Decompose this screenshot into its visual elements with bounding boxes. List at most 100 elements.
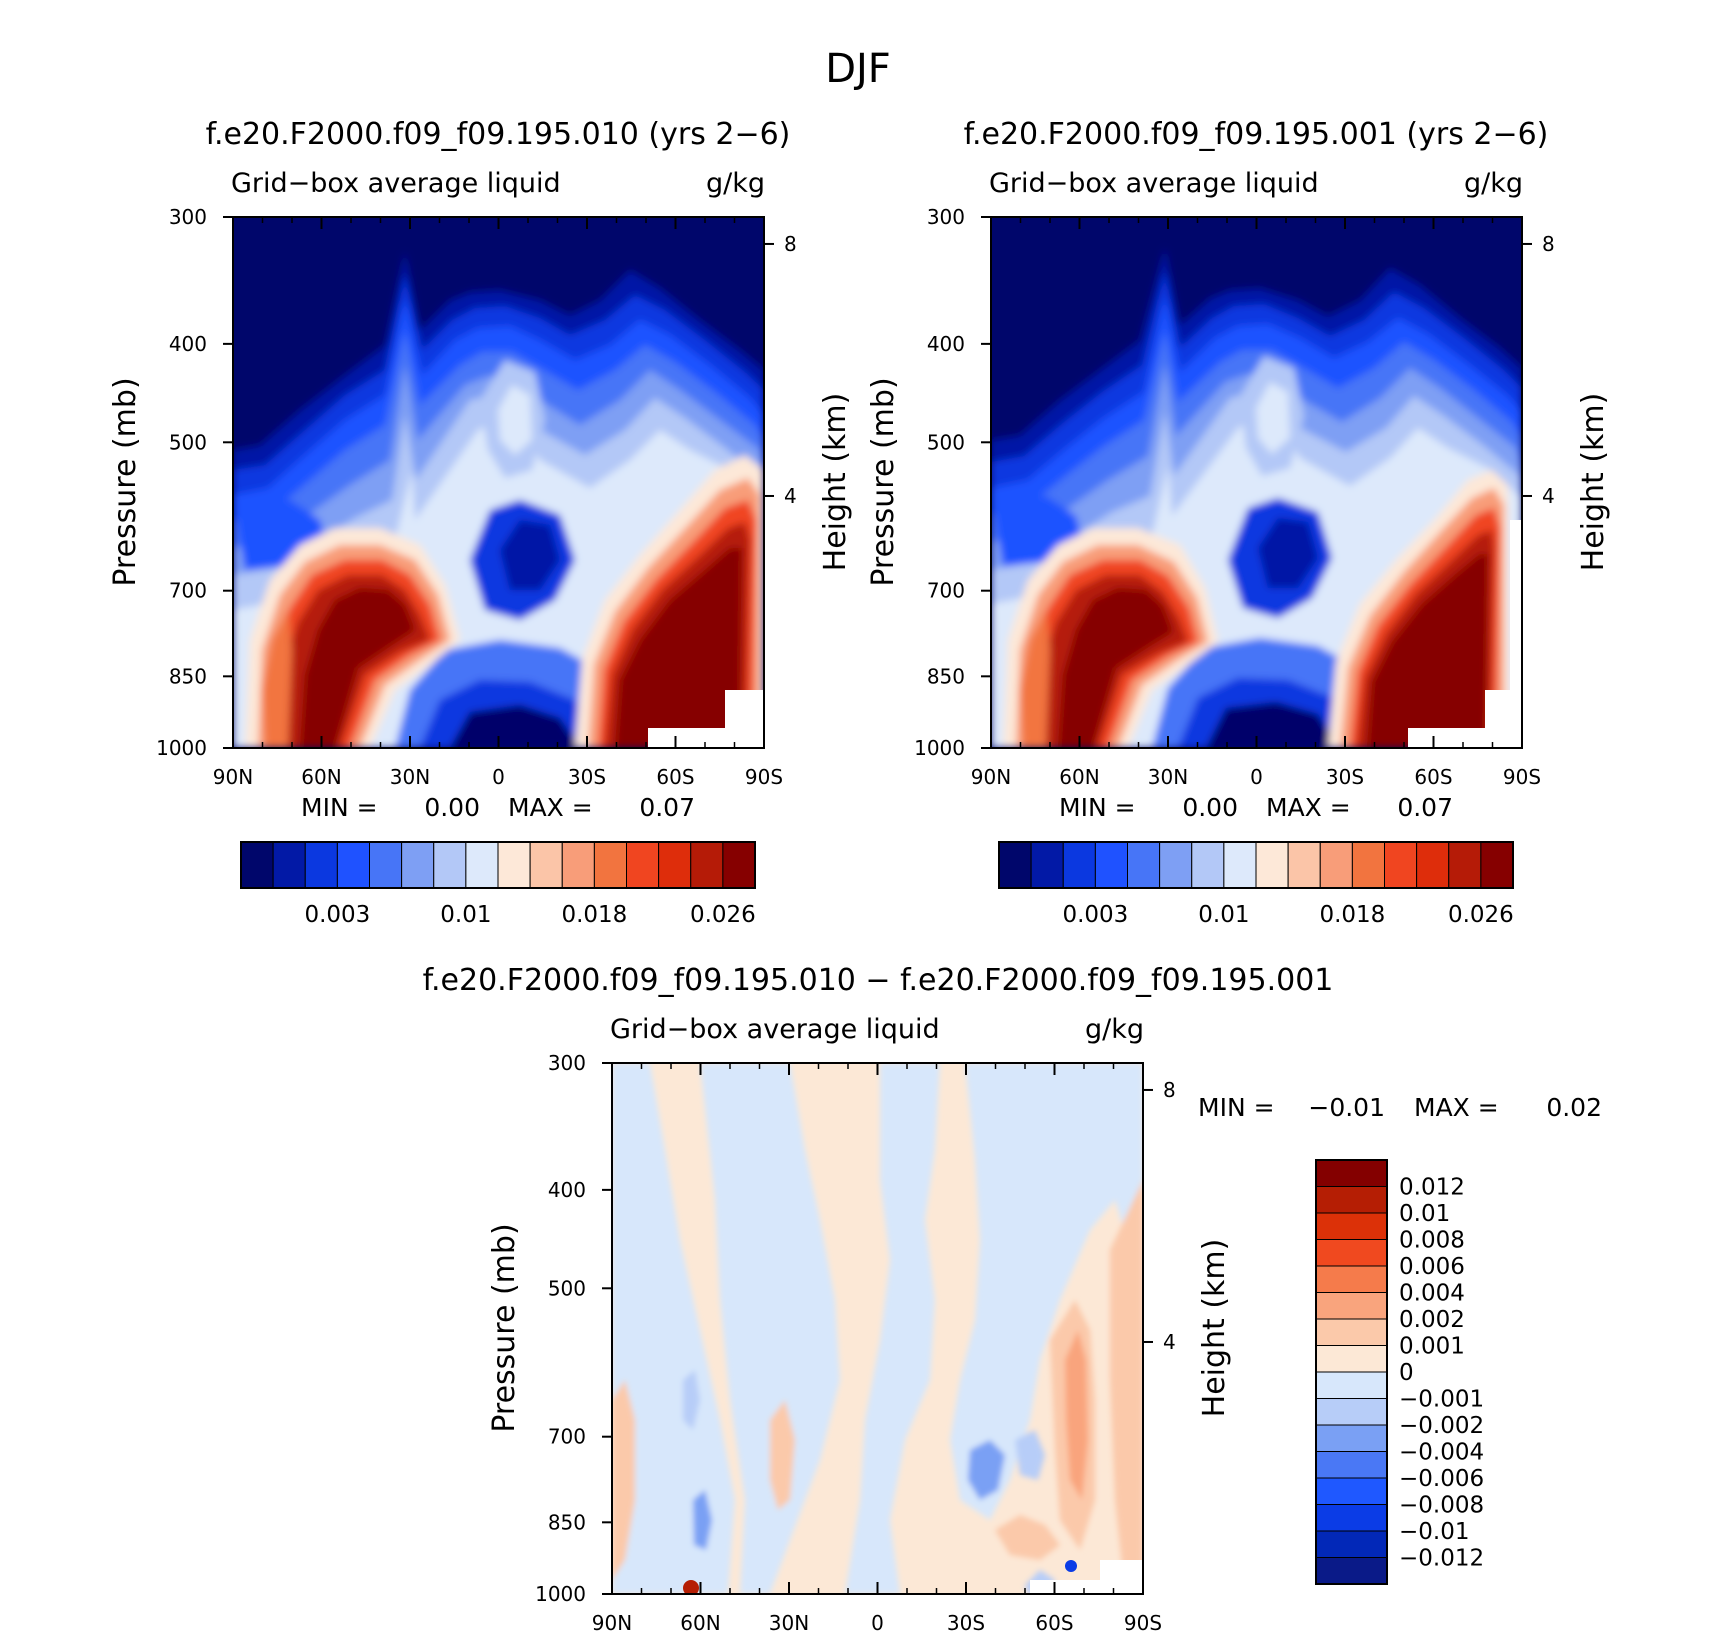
panel-difference: f.e20.F2000.f09_f09.195.010 − f.e20.F200… (423, 963, 1602, 1635)
contour-field (991, 217, 1522, 748)
neg-strip-sh (950, 1063, 1143, 1520)
y-axis-label: Pressure (mb) (108, 377, 143, 586)
colorbar-swatch (1315, 1477, 1388, 1505)
colorbar-label: 0.004 (1399, 1281, 1465, 1307)
neg-sh-mid-2 (1015, 1430, 1045, 1480)
neg-nh-45 (683, 1370, 700, 1430)
colorbar-swatch (1062, 841, 1096, 889)
colorbar-frame (998, 841, 1514, 889)
x-tick-label: 60N (1059, 765, 1099, 789)
y-tick-label: 300 (927, 205, 965, 229)
y-tick-label: 700 (169, 579, 207, 603)
stat-min-value: 0.00 (424, 793, 480, 822)
colorbar-label: −0.012 (1399, 1546, 1484, 1572)
colorbar-swatch (1315, 1371, 1388, 1399)
neg-strip-nh (612, 1063, 735, 1594)
colorbar-swatch (1287, 841, 1321, 889)
pos-nh-low (612, 1380, 635, 1580)
panel-subtitle-units: g/kg (1085, 1014, 1144, 1045)
colorbar-swatch (1315, 1424, 1388, 1452)
y-tick-label: 400 (927, 332, 965, 356)
colorbar-swatch (240, 841, 274, 889)
x-tick-label: 0 (492, 765, 505, 789)
colorbar-label: 0.01 (1399, 1201, 1450, 1227)
y-tick-label: 850 (169, 664, 207, 688)
blue-intrusion-equator-core (500, 520, 560, 590)
colorbar-swatch (1315, 1159, 1388, 1187)
y-tick-label: 300 (548, 1051, 586, 1075)
colorbar-swatch (1094, 841, 1128, 889)
y-tick-label: 500 (169, 430, 207, 454)
x-tick-label: 30N (1148, 765, 1188, 789)
colorbar-label: −0.002 (1399, 1413, 1484, 1439)
missing-data-region (1030, 1580, 1100, 1594)
missing-data-region (725, 690, 764, 748)
panel-run010: f.e20.F2000.f09_f09.195.010 (yrs 2−6) Gr… (108, 117, 853, 928)
colorbar-swatch (1351, 841, 1385, 889)
colorbar-swatch (1315, 1212, 1388, 1240)
x-tick-label: 90S (1124, 1611, 1162, 1635)
y-tick-label: 1000 (535, 1582, 586, 1606)
nh-warm-west (262, 610, 292, 748)
colorbar-swatch (722, 841, 756, 889)
missing-data-region (1408, 728, 1488, 748)
colorbar-swatch (1315, 1292, 1388, 1320)
colorbar-label: −0.006 (1399, 1466, 1484, 1492)
colorbar-swatch (1315, 1318, 1388, 1346)
panel-run001: f.e20.F2000.f09_f09.195.001 (yrs 2−6) Gr… (866, 117, 1611, 928)
x-tick-label: 30N (769, 1611, 809, 1635)
colorbar-frame (240, 841, 756, 889)
colorbar: 0.0120.010.0080.0060.0040.0020.0010−0.00… (1315, 1159, 1484, 1585)
stat-max-value: 0.02 (1546, 1093, 1602, 1122)
panel-title: f.e20.F2000.f09_f09.195.001 (yrs 2−6) (964, 117, 1549, 152)
y-axis-label-right: Height (km) (1197, 1239, 1232, 1418)
missing-data-region (648, 728, 728, 748)
x-tick-label: 60S (656, 765, 694, 789)
x-tick-label: 60N (680, 1611, 720, 1635)
colorbar-label: 0.026 (690, 902, 756, 928)
colorbar-label: 0.003 (304, 902, 370, 928)
colorbar: 0.003 0.01 0.018 0.026 (998, 841, 1514, 928)
stat-min-label: MIN = (1198, 1093, 1275, 1122)
pos-surface-sh (995, 1515, 1060, 1560)
panel-title: f.e20.F2000.f09_f09.195.010 − f.e20.F200… (423, 963, 1334, 998)
y-axis-label: Pressure (mb) (487, 1223, 522, 1432)
colorbar-swatch (1255, 841, 1289, 889)
missing-data-region (1100, 1560, 1143, 1594)
colorbar-swatch (626, 841, 660, 889)
hotspot-60n (683, 1580, 699, 1594)
colorbar-label: −0.001 (1399, 1387, 1484, 1413)
x-tick-label: 90N (971, 765, 1011, 789)
missing-data-region (1510, 520, 1522, 748)
colorbar-swatch (998, 841, 1032, 889)
colorbar-label: 0.002 (1399, 1307, 1465, 1333)
colorbar-swatch (1315, 1239, 1388, 1267)
colorbar-frame (1315, 1159, 1388, 1585)
stat-max-value: 0.07 (1397, 793, 1453, 822)
x-tick-label: 90S (1503, 765, 1541, 789)
colorbar-label: −0.01 (1399, 1519, 1469, 1545)
colorbar-label: 0.003 (1062, 902, 1128, 928)
colorbar-swatch (1127, 841, 1161, 889)
axes: 90N 60N 30N 0 30S 60S 90S 300 400 500 700 850 1000 8 4 (535, 1051, 1176, 1635)
colorbar-swatch (1315, 1451, 1388, 1479)
stat-min-label: MIN = (1059, 793, 1136, 822)
colorbar-label: 0.001 (1399, 1334, 1465, 1360)
y-axis-label: Pressure (mb) (866, 377, 901, 586)
pos-sh-edge (1110, 1180, 1143, 1594)
sh-warm-core (615, 548, 742, 748)
neg-sh-mid (968, 1440, 1005, 1500)
x-tick-label: 30S (1326, 765, 1364, 789)
stat-min-value: 0.00 (1182, 793, 1238, 822)
colorbar-swatch (465, 841, 499, 889)
y-tick-label: 1000 (914, 736, 965, 760)
colorbar-label: −0.008 (1399, 1493, 1484, 1519)
stat-max-label: MAX = (1266, 793, 1351, 822)
colorbar-swatch (1315, 1345, 1388, 1373)
colorbar-swatch (658, 841, 692, 889)
colorbar-swatch (336, 841, 370, 889)
y-tick-label: 500 (548, 1276, 586, 1300)
colorbar-label: 0.026 (1448, 902, 1514, 928)
colorbar-swatch (1315, 1265, 1388, 1293)
